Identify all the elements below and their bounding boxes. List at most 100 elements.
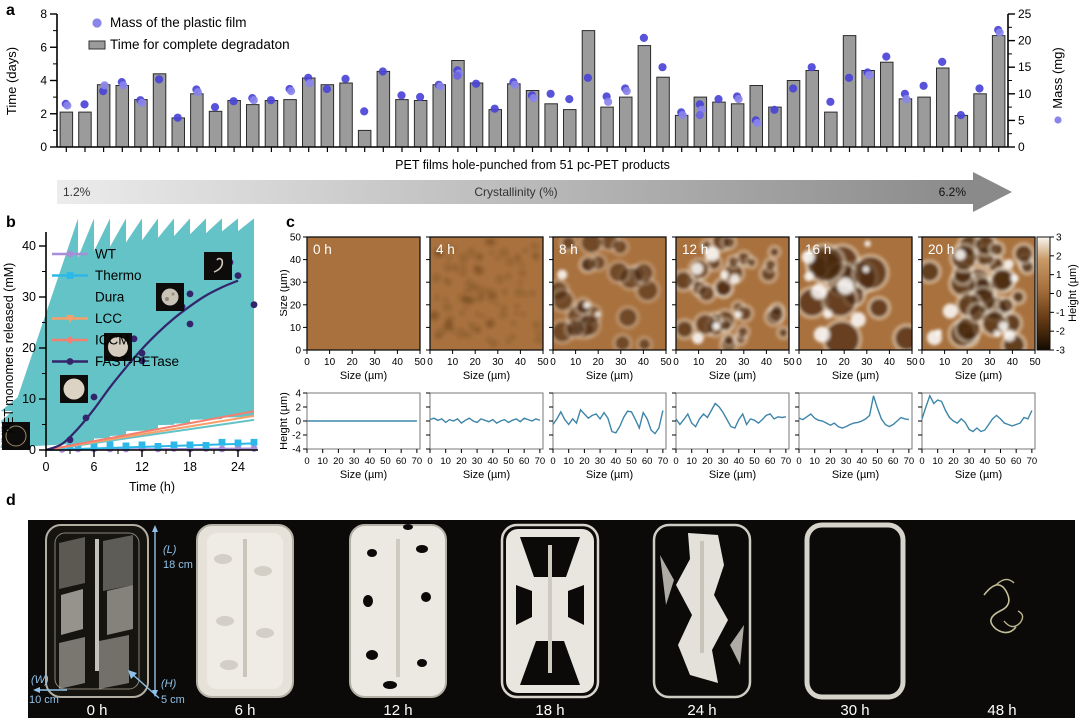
mass-dot bbox=[546, 89, 555, 98]
svg-text:60: 60 bbox=[1011, 456, 1022, 467]
svg-text:-4: -4 bbox=[292, 445, 301, 456]
film-photo-insets bbox=[2, 252, 232, 450]
svg-text:0: 0 bbox=[29, 443, 36, 457]
svg-text:20: 20 bbox=[716, 357, 728, 368]
svg-text:Size (µm): Size (µm) bbox=[463, 469, 510, 481]
mass-dot bbox=[249, 96, 258, 105]
profiles-ylabel: Height (µm) bbox=[280, 392, 290, 450]
svg-text:5 cm: 5 cm bbox=[161, 694, 185, 706]
afm-image-20h: 20 h 0 10 20 30 40 50 Size (µm) bbox=[918, 236, 1041, 382]
svg-text:FAST-PETase: FAST-PETase bbox=[95, 354, 179, 369]
panel-a-legend: Mass of the plastic film Time for complet… bbox=[88, 15, 290, 52]
svg-text:50: 50 bbox=[626, 456, 637, 467]
svg-text:10: 10 bbox=[447, 357, 459, 368]
svg-text:(H): (H) bbox=[161, 678, 177, 690]
series-line-FAST-PETase bbox=[45, 279, 239, 452]
svg-text:Crystallinity (%): Crystallinity (%) bbox=[474, 185, 557, 199]
degradation-time-bar bbox=[59, 111, 74, 148]
inset-photo-small-remnant bbox=[204, 252, 232, 280]
svg-text:25: 25 bbox=[1018, 7, 1032, 21]
svg-text:40: 40 bbox=[515, 357, 527, 368]
mass-dot bbox=[734, 95, 743, 104]
svg-text:30: 30 bbox=[738, 357, 750, 368]
panel-c-label: c bbox=[286, 214, 295, 231]
mass-dot bbox=[453, 71, 462, 80]
svg-text:6: 6 bbox=[40, 40, 47, 54]
svg-text:(W): (W) bbox=[31, 674, 49, 686]
svg-text:0: 0 bbox=[1018, 140, 1025, 154]
panel-b-chart: 0 10 20 30 40 0 6 12 18 24 PET monomers released (… bbox=[0, 218, 280, 511]
svg-text:Height (µm): Height (µm) bbox=[1067, 264, 1079, 322]
panel-a-svg: 0 2 4 6 8 0 5 10 15 20 25 Time (days) Mass (mg) Mass … bbox=[4, 7, 1065, 212]
svg-text:24: 24 bbox=[231, 460, 245, 474]
mass-dot bbox=[173, 113, 182, 122]
tray-photo-18h bbox=[500, 523, 600, 699]
svg-text:40: 40 bbox=[884, 357, 896, 368]
svg-text:50: 50 bbox=[503, 456, 514, 467]
mass-dot bbox=[322, 84, 331, 94]
degradation-time-bar bbox=[917, 96, 931, 148]
svg-text:70: 70 bbox=[781, 456, 792, 467]
degradation-time-bar bbox=[936, 67, 950, 148]
mass-dot bbox=[695, 111, 704, 120]
svg-text:Size (µm): Size (µm) bbox=[955, 469, 1002, 481]
mass-dot bbox=[678, 111, 687, 120]
mass-dots-group bbox=[61, 25, 1004, 128]
svg-text:20: 20 bbox=[22, 341, 36, 355]
degradation-time-bar bbox=[413, 100, 428, 148]
svg-text:10: 10 bbox=[563, 456, 574, 467]
series-line-ICCM bbox=[45, 410, 255, 451]
svg-text:70: 70 bbox=[412, 456, 423, 467]
svg-text:50: 50 bbox=[414, 357, 426, 368]
svg-text:Thermo: Thermo bbox=[95, 268, 142, 283]
svg-text:0: 0 bbox=[1056, 289, 1062, 300]
degradation-time-bar bbox=[842, 35, 857, 148]
mass-dot bbox=[583, 73, 593, 82]
svg-text:4: 4 bbox=[295, 389, 301, 400]
mass-dot bbox=[266, 96, 275, 105]
mass-dot bbox=[490, 104, 499, 113]
svg-text:40: 40 bbox=[979, 456, 990, 467]
svg-text:30: 30 bbox=[841, 456, 852, 467]
svg-text:ICCM: ICCM bbox=[95, 333, 130, 348]
afm-time-label: 0 h bbox=[313, 242, 332, 257]
svg-text:30: 30 bbox=[595, 456, 606, 467]
height-profile-5: 0 10 20 30 40 50 60 70 Size (µm) bbox=[918, 392, 1037, 481]
svg-text:0: 0 bbox=[796, 456, 801, 467]
mass-dot bbox=[844, 73, 854, 82]
mass-dot bbox=[789, 84, 798, 93]
panel-a-ylabel-right: Mass (mg) bbox=[1050, 47, 1065, 108]
svg-text:WT: WT bbox=[95, 247, 116, 262]
degradation-time-bar bbox=[600, 106, 614, 148]
svg-text:0: 0 bbox=[304, 456, 309, 467]
svg-text:20: 20 bbox=[456, 456, 467, 467]
svg-text:50: 50 bbox=[995, 456, 1006, 467]
svg-text:50: 50 bbox=[290, 233, 302, 244]
svg-text:18: 18 bbox=[183, 460, 197, 474]
afm-time-label: 8 h bbox=[559, 242, 578, 257]
mass-dot bbox=[639, 33, 649, 43]
panel-a-chart: 0 2 4 6 8 0 5 10 15 20 25 Time (days) Mass (mg) Mass … bbox=[0, 0, 1080, 223]
mass-dot bbox=[995, 28, 1004, 37]
svg-text:0: 0 bbox=[919, 456, 924, 467]
svg-text:40: 40 bbox=[638, 357, 650, 368]
svg-text:(L): (L) bbox=[163, 544, 177, 556]
degradation-time-bar bbox=[991, 35, 1006, 148]
svg-text:50: 50 bbox=[660, 357, 672, 368]
svg-text:30: 30 bbox=[964, 456, 975, 467]
degradation-time-bar bbox=[544, 103, 558, 148]
svg-text:0: 0 bbox=[550, 357, 556, 368]
svg-text:60: 60 bbox=[642, 456, 653, 467]
mass-dot bbox=[193, 88, 202, 97]
svg-text:Size (µm): Size (µm) bbox=[586, 469, 633, 481]
svg-text:10: 10 bbox=[932, 456, 943, 467]
svg-text:60: 60 bbox=[396, 456, 407, 467]
svg-text:20: 20 bbox=[948, 456, 959, 467]
svg-text:0: 0 bbox=[673, 456, 678, 467]
mass-dot bbox=[956, 111, 966, 120]
svg-text:-2: -2 bbox=[292, 431, 301, 442]
svg-text:20: 20 bbox=[702, 456, 713, 467]
degradation-time-bar bbox=[674, 114, 689, 148]
svg-text:70: 70 bbox=[535, 456, 546, 467]
mass-dot bbox=[137, 98, 146, 107]
